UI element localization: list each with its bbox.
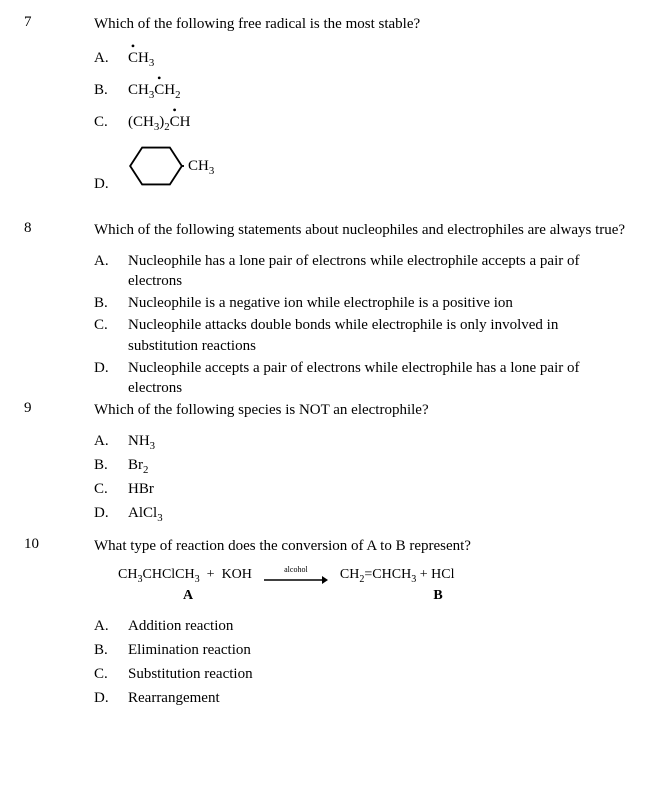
reagent-A: CH3CHClCH3 + KOH — [118, 566, 252, 585]
option-letter: D. — [94, 358, 128, 378]
options-list: A. Addition reaction B. Elimination reac… — [94, 616, 628, 709]
cyclohexane-structure: CH3 — [128, 142, 214, 190]
option-content: Addition reaction — [128, 616, 628, 636]
option-content: Nucleophile attacks double bonds while e… — [128, 315, 628, 356]
question-body: Which of the following species is NOT an… — [94, 400, 628, 527]
options-list: A. NH3 B. Br2 C. HBr D. AlCl3 — [94, 431, 628, 524]
question-body: Which of the following free radical is t… — [94, 14, 628, 202]
options-list: A. Nucleophile has a lone pair of electr… — [94, 251, 628, 399]
option-content: Nucleophile is a negative ion while elec… — [128, 293, 628, 313]
arrow-icon — [264, 575, 328, 585]
label-B: B — [368, 587, 508, 606]
option-A: A. Addition reaction — [94, 616, 628, 636]
option-letter: C. — [94, 315, 128, 335]
option-C: C. (CH3)2CH — [94, 108, 628, 136]
option-B: B. Br2 — [94, 455, 628, 475]
reaction-equation: CH3CHClCH3 + KOH alcohol CH2=CHCH3 + HCl — [118, 566, 628, 585]
option-C: C. Substitution reaction — [94, 664, 628, 684]
option-D: D. AlCl3 — [94, 503, 628, 523]
option-content: Nucleophile has a lone pair of electrons… — [128, 251, 628, 292]
option-letter: B. — [94, 293, 128, 313]
option-content: Nucleophile accepts a pair of electrons … — [128, 358, 628, 399]
radical-CH3: C — [128, 48, 138, 68]
option-B: B. Nucleophile is a negative ion while e… — [94, 293, 628, 313]
option-letter: C. — [94, 479, 128, 499]
option-content: Br2 — [128, 455, 628, 475]
option-content: Rearrangement — [128, 688, 628, 708]
option-letter: D. — [94, 688, 128, 708]
option-C: C. HBr — [94, 479, 628, 499]
option-content: (CH3)2CH — [128, 112, 628, 132]
option-letter: A. — [94, 251, 128, 271]
hex-tail: CH3 — [188, 156, 214, 176]
option-letter: D. — [94, 503, 128, 523]
options-list: A. CH3 B. CH3CH2 C. (CH3)2CH — [94, 44, 628, 198]
question-text: Which of the following statements about … — [94, 220, 628, 240]
option-content: Substitution reaction — [128, 664, 628, 684]
question-9: 9 Which of the following species is NOT … — [24, 400, 628, 527]
option-D: D. CH3 — [94, 140, 628, 198]
hexagon-icon — [128, 142, 184, 190]
option-D: D. Rearrangement — [94, 688, 628, 708]
option-content: NH3 — [128, 431, 628, 451]
question-number: 9 — [24, 400, 94, 417]
radical-CH: C — [170, 112, 180, 132]
exam-page: 7 Which of the following free radical is… — [0, 0, 652, 743]
option-letter: C. — [94, 664, 128, 684]
option-B: B. CH3CH2 — [94, 76, 628, 104]
label-A: A — [118, 587, 258, 606]
reaction-labels: A B — [118, 587, 628, 606]
option-B: B. Elimination reaction — [94, 640, 628, 660]
question-text: What type of reaction does the conversio… — [94, 536, 628, 556]
option-D: D. Nucleophile accepts a pair of electro… — [94, 358, 628, 399]
option-letter: C. — [94, 112, 128, 132]
question-8: 8 Which of the following statements abou… — [24, 220, 628, 400]
option-A: A. NH3 — [94, 431, 628, 451]
option-content: CH3 — [128, 142, 628, 196]
question-text: Which of the following species is NOT an… — [94, 400, 628, 420]
option-content: AlCl3 — [128, 503, 628, 523]
option-letter: A. — [94, 616, 128, 636]
question-text: Which of the following free radical is t… — [94, 14, 628, 34]
question-7: 7 Which of the following free radical is… — [24, 14, 628, 202]
option-letter: B. — [94, 640, 128, 660]
option-A: A. Nucleophile has a lone pair of electr… — [94, 251, 628, 292]
question-10: 10 What type of reaction does the conver… — [24, 536, 628, 713]
option-C: C. Nucleophile attacks double bonds whil… — [94, 315, 628, 356]
option-A: A. CH3 — [94, 44, 628, 72]
question-body: Which of the following statements about … — [94, 220, 628, 400]
option-content: CH3CH2 — [128, 80, 628, 100]
option-content: CH3 — [128, 48, 628, 68]
option-letter: B. — [94, 455, 128, 475]
question-body: What type of reaction does the conversio… — [94, 536, 628, 713]
option-letter: D. — [94, 174, 128, 198]
option-content: HBr — [128, 479, 628, 499]
question-number: 8 — [24, 220, 94, 237]
arrow-label: alcohol — [284, 566, 308, 574]
radical-CH2: C — [154, 80, 164, 100]
option-letter: B. — [94, 80, 128, 100]
option-letter: A. — [94, 431, 128, 451]
product-B: CH2=CHCH3 + HCl — [340, 566, 455, 585]
question-number: 10 — [24, 536, 94, 553]
reaction-arrow: alcohol — [264, 566, 328, 585]
question-number: 7 — [24, 14, 94, 31]
option-letter: A. — [94, 48, 128, 68]
option-content: Elimination reaction — [128, 640, 628, 660]
